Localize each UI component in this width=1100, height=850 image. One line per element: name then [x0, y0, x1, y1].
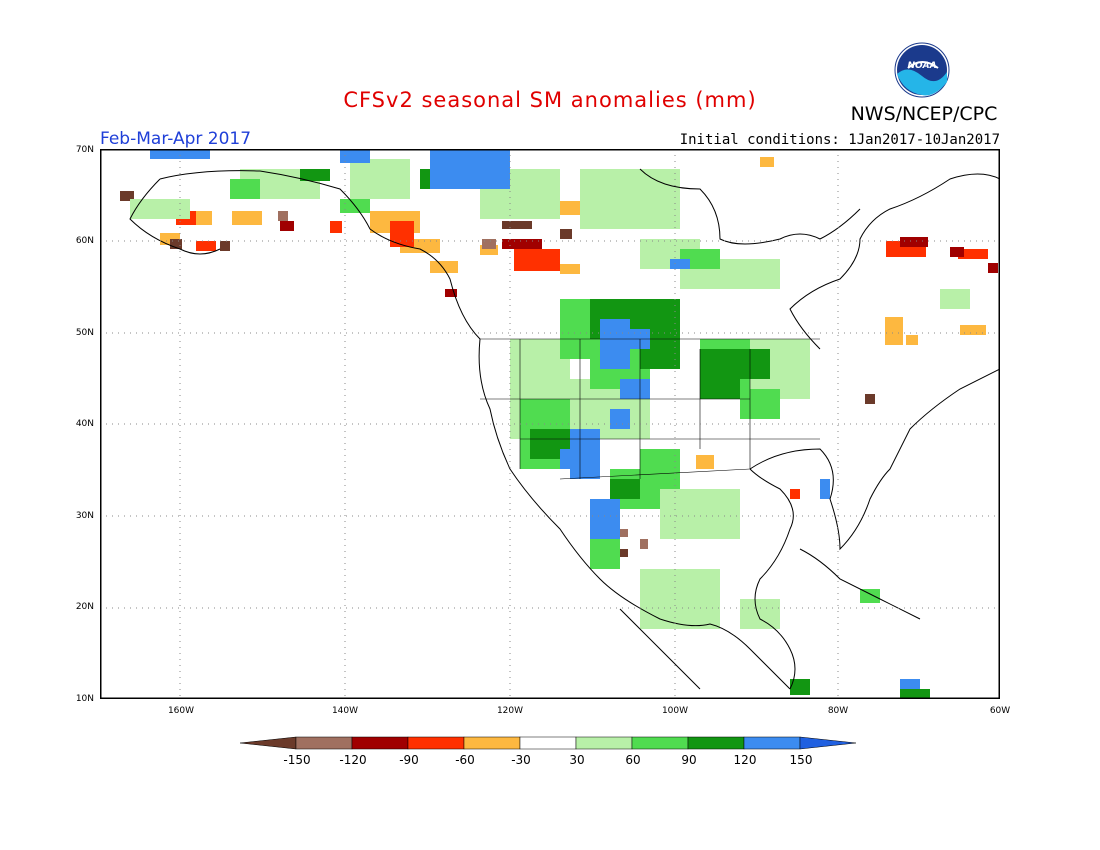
season-label: Feb-Mar-Apr 2017 [100, 129, 252, 149]
colorbar-label: -30 [511, 753, 531, 767]
colorbar-cell [351, 736, 409, 750]
colorbar-label: -120 [339, 753, 367, 767]
colorbar-label: 60 [625, 753, 641, 767]
colorbar-cell [295, 736, 353, 750]
colorbar-label: 30 [569, 753, 585, 767]
org-label: NWS/NCEP/CPC [850, 103, 998, 125]
lon-label-60w: 60W [989, 706, 1011, 716]
lon-label-160w: 160W [167, 706, 195, 716]
colorbar-label: 90 [681, 753, 697, 767]
colorbar-cell [519, 736, 577, 750]
colorbar-left-arrow [240, 736, 297, 750]
lon-label-100w: 100W [661, 706, 689, 716]
noaa-logo: NOAA [894, 42, 950, 98]
colorbar-label: -60 [455, 753, 475, 767]
initial-conditions-label: Initial conditions: 1Jan2017-10Jan2017 [679, 132, 1000, 148]
coastlines [129, 168, 1000, 690]
colorbar-cell [463, 736, 521, 750]
colorbar-label: 150 [789, 753, 813, 767]
colorbar-label: 120 [733, 753, 757, 767]
lat-label-50n: 50N [75, 328, 94, 338]
colorbar-cell [407, 736, 465, 750]
lon-label-80w: 80W [827, 706, 849, 716]
colorbar [240, 736, 857, 750]
lon-label-120w: 120W [496, 706, 524, 716]
lat-label-30n: 30N [75, 511, 94, 521]
lat-label-60n: 60N [75, 236, 94, 246]
colorbar-cell [631, 736, 689, 750]
graticule [100, 149, 1000, 699]
colorbar-label: -150 [283, 753, 311, 767]
lat-label-40n: 40N [75, 419, 94, 429]
lat-label-10n: 10N [75, 694, 94, 704]
lon-label-140w: 140W [331, 706, 359, 716]
colorbar-cell [687, 736, 745, 750]
anomaly-cells [120, 149, 998, 699]
chart-title: CFSv2 seasonal SM anomalies (mm) [343, 88, 757, 112]
map-panel [100, 149, 1000, 699]
svg-text:NOAA: NOAA [907, 61, 936, 71]
colorbar-label: -90 [399, 753, 419, 767]
lat-label-70n: 70N [75, 145, 94, 155]
state-borders [480, 338, 820, 480]
colorbar-right-arrow [799, 736, 857, 750]
lat-label-20n: 20N [75, 602, 94, 612]
colorbar-cell [575, 736, 633, 750]
colorbar-cell [743, 736, 801, 750]
